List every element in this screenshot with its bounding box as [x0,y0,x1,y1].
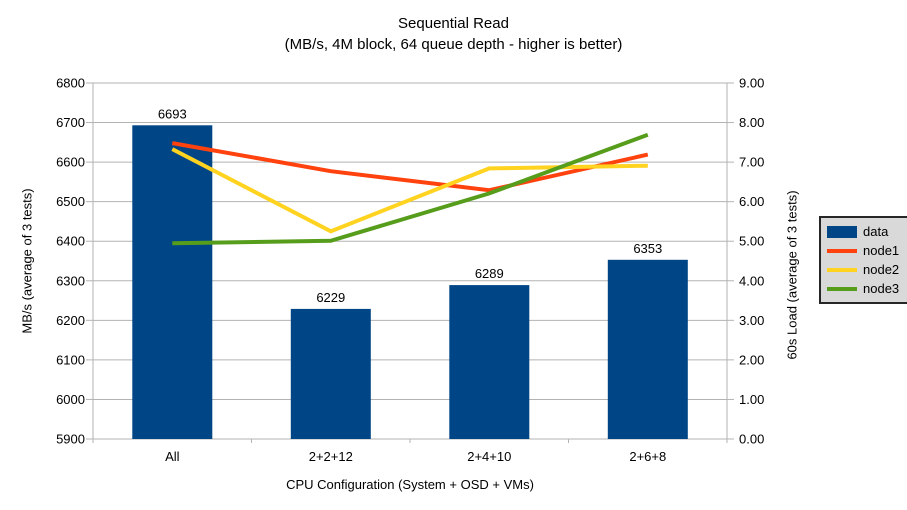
title-block: Sequential Read (MB/s, 4M block, 64 queu… [0,13,907,55]
right-tick-label: 3.00 [739,313,764,328]
bar-value-label: 6229 [316,290,345,305]
legend-label: data [863,224,889,239]
series-line-node3 [172,132,649,246]
data-bar [449,285,530,439]
x-axis-title: CPU Configuration (System + OSD + VMs) [286,477,534,492]
left-tick-label: 6000 [56,392,85,407]
right-tick-label: 6.00 [739,194,764,209]
right-tick-label: 2.00 [739,352,764,367]
left-tick-label: 6700 [56,115,85,130]
series-line-node2 [171,147,648,234]
legend-item-node3: node3 [827,279,899,298]
category-label: 2+4+10 [467,449,511,464]
left-tick-label: 6800 [56,76,85,91]
chart-subtitle: (MB/s, 4M block, 64 queue depth - higher… [284,36,623,53]
left-tick-label: 6400 [56,234,85,249]
left-tick-label: 6500 [56,194,85,209]
legend-label: node3 [863,281,900,296]
data-swatch-box-icon [827,225,857,238]
bar-value-label: 6353 [633,241,662,256]
left-tick-label: 6300 [56,273,85,288]
legend-item-node2: node2 [827,260,899,279]
left-tick-label: 5900 [56,432,85,447]
right-tick-label: 0.00 [739,432,764,447]
right-tick-label: 9.00 [739,76,764,91]
node2-swatch-line-icon [827,267,857,272]
right-tick-label: 7.00 [739,155,764,170]
bar-value-label: 6693 [158,106,187,121]
legend-item-node1: node1 [827,241,899,260]
left-tick-label: 6100 [56,352,85,367]
data-bar [290,308,371,439]
data-bar [607,259,688,439]
right-tick-label: 1.00 [739,392,764,407]
category-label: 2+2+12 [309,449,353,464]
node1-swatch-line-icon [827,248,857,253]
chart-title: Sequential Read [398,15,509,32]
right-tick-label: 8.00 [739,115,764,130]
right-axis-title: 60s Load (average of 3 tests) [784,190,800,360]
category-label: All [165,449,180,464]
legend: data node1 node2 node3 [819,216,907,304]
left-tick-label: 6200 [56,313,85,328]
legend-item-data: data [827,222,899,241]
data-bar [132,125,213,440]
right-tick-label: 5.00 [739,234,764,249]
node3-swatch-line-icon [827,286,857,291]
series-line-node1 [171,141,649,193]
left-axis-title: MB/s (average of 3 tests) [19,188,35,334]
bar-value-label: 6289 [475,266,504,281]
right-tick-label: 4.00 [739,273,764,288]
legend-label: node1 [863,243,900,258]
left-tick-label: 6600 [56,155,85,170]
category-label: 2+6+8 [629,449,666,464]
legend-label: node2 [863,262,900,277]
